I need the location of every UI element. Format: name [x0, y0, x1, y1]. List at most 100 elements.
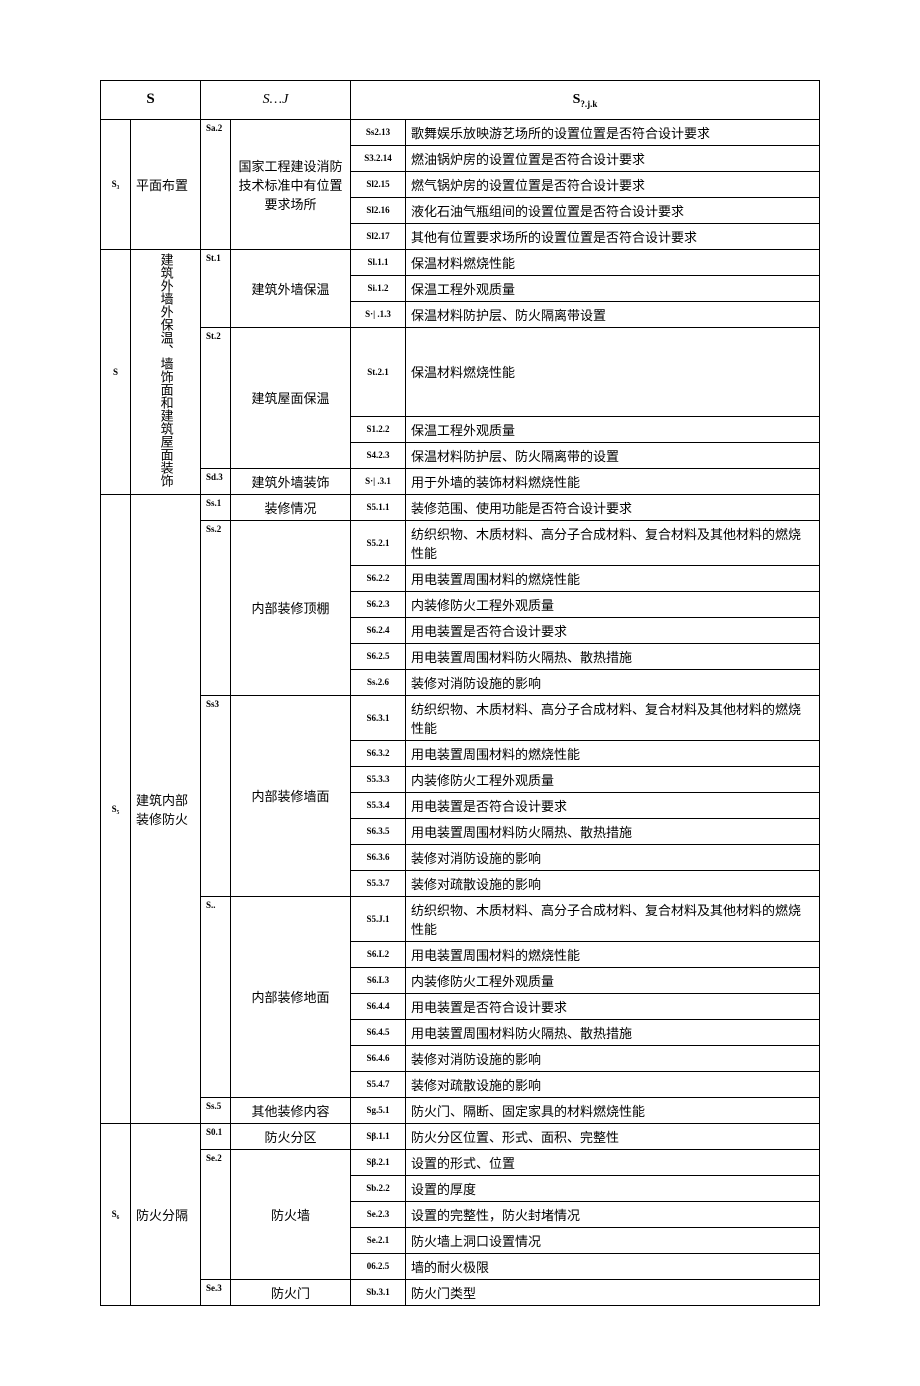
sj-id: Ss.1 — [201, 494, 231, 520]
sjk-id: S5.3.7 — [351, 870, 406, 896]
sj-name: 防火分区 — [231, 1123, 351, 1149]
sjk-name: 其他有位置要求场所的设置位置是否符合设计要求 — [406, 223, 820, 249]
sj-id: Se.3 — [201, 1279, 231, 1305]
sjk-id: S6.2.3 — [351, 591, 406, 617]
sjk-name: 防火门、隔断、固定家具的材料燃烧性能 — [406, 1097, 820, 1123]
sjk-id: S6.3.6 — [351, 844, 406, 870]
sjk-name: 内装修防火工程外观质量 — [406, 591, 820, 617]
sjk-id: S6.2.2 — [351, 565, 406, 591]
sj-name: 内部装修顶棚 — [231, 520, 351, 695]
sjk-name: 用电装置周围材料的燃烧性能 — [406, 941, 820, 967]
sjk-name: 用电装置周围材料防火隔热、散热措施 — [406, 1019, 820, 1045]
sjk-name: 设置的形式、位置 — [406, 1149, 820, 1175]
sjk-id: S5.3.4 — [351, 792, 406, 818]
sjk-name: 歌舞娱乐放映游艺场所的设置位置是否符合设计要求 — [406, 119, 820, 145]
sj-name: 防火墙 — [231, 1149, 351, 1279]
sj-name: 建筑屋面保温 — [231, 327, 351, 468]
sjk-id: S6.L2 — [351, 941, 406, 967]
sjk-id: S5.3.3 — [351, 766, 406, 792]
sjk-id: S6.L3 — [351, 967, 406, 993]
s-name: 建筑内部装修防火 — [131, 494, 201, 1123]
table-row: Ss.2内部装修顶棚S5.2.1纺织织物、木质材料、高分子合成材料、复合材料及其… — [101, 520, 820, 565]
sjk-id: S6.3.1 — [351, 695, 406, 740]
table-row: Ss.5其他装修内容Sg.5.1防火门、隔断、固定家具的材料燃烧性能 — [101, 1097, 820, 1123]
sjk-id: Ss.2.6 — [351, 669, 406, 695]
sjk-id: S3.2.14 — [351, 145, 406, 171]
sjk-name: 保温材料防护层、防火隔离带设置 — [406, 301, 820, 327]
sj-id: Sd.3 — [201, 468, 231, 494]
sjk-id: S6.3.2 — [351, 740, 406, 766]
sjk-name: 设置的完整性，防火封堵情况 — [406, 1201, 820, 1227]
sjk-id: S6.2.4 — [351, 617, 406, 643]
sjk-name: 纺织织物、木质材料、高分子合成材料、复合材料及其他材料的燃烧性能 — [406, 695, 820, 740]
sjk-name: 保温材料防护层、防火隔离带的设置 — [406, 442, 820, 468]
sjk-name: 防火门类型 — [406, 1279, 820, 1305]
sjk-name: 装修对消防设施的影响 — [406, 1045, 820, 1071]
sjk-name: 保温工程外观质量 — [406, 275, 820, 301]
sjk-name: 装修对疏散设施的影响 — [406, 870, 820, 896]
table-row: S建筑外墙外保温、墙饰面和建筑屋面装饰St.1建筑外墙保温Sl.1.1保温材料燃… — [101, 249, 820, 275]
table-row: Se.3防火门Sb.3.1防火门类型 — [101, 1279, 820, 1305]
sjk-id: Sl.1.1 — [351, 249, 406, 275]
sjk-id: Sg.5.1 — [351, 1097, 406, 1123]
sjk-id: S6.4.5 — [351, 1019, 406, 1045]
sj-name: 建筑外墙保温 — [231, 249, 351, 327]
sjk-name: 纺织织物、木质材料、高分子合成材料、复合材料及其他材料的燃烧性能 — [406, 520, 820, 565]
sj-name: 国家工程建设消防技术标准中有位置要求场所 — [231, 119, 351, 249]
table-row: St.2建筑屋面保温St.2.1保温材料燃烧性能 — [101, 327, 820, 416]
sjk-name: 装修对消防设施的影响 — [406, 844, 820, 870]
sj-name: 建筑外墙装饰 — [231, 468, 351, 494]
sjk-id: St.2.1 — [351, 327, 406, 416]
sjk-name: 设置的厚度 — [406, 1175, 820, 1201]
sjk-name: 墙的耐火极限 — [406, 1253, 820, 1279]
sjk-name: 燃油锅炉房的设置位置是否符合设计要求 — [406, 145, 820, 171]
sjk-id: Se.2.1 — [351, 1227, 406, 1253]
sjk-id: S5.1.1 — [351, 494, 406, 520]
sj-id: Ss.5 — [201, 1097, 231, 1123]
sj-name: 内部装修墙面 — [231, 695, 351, 896]
table-row: Sd.3建筑外墙装饰S·| .3.1用于外墙的装饰材料燃烧性能 — [101, 468, 820, 494]
sj-name: 防火门 — [231, 1279, 351, 1305]
sjk-id: Sl2.17 — [351, 223, 406, 249]
sjk-name: 内装修防火工程外观质量 — [406, 967, 820, 993]
sjk-name: 用电装置是否符合设计要求 — [406, 792, 820, 818]
sj-id: Ss3 — [201, 695, 231, 896]
sjk-id: S·| .3.1 — [351, 468, 406, 494]
sjk-name: 保温材料燃烧性能 — [406, 327, 820, 416]
table-row: S..内部装修地面S5.J.1纺织织物、木质材料、高分子合成材料、复合材料及其他… — [101, 896, 820, 941]
table-row: S₅建筑内部装修防火Ss.1装修情况S5.1.1装修范围、使用功能是否符合设计要… — [101, 494, 820, 520]
sjk-id: Se.2.3 — [351, 1201, 406, 1227]
sjk-name: 用电装置是否符合设计要求 — [406, 993, 820, 1019]
sjk-id: S6.2.5 — [351, 643, 406, 669]
spec-table: S S…J S?.j.k S₃平面布置Sa.2国家工程建设消防技术标准中有位置要… — [100, 80, 820, 1306]
s-id: S — [101, 249, 131, 494]
sjk-name: 装修对消防设施的影响 — [406, 669, 820, 695]
sjk-id: Sb.2.2 — [351, 1175, 406, 1201]
sjk-name: 纺织织物、木质材料、高分子合成材料、复合材料及其他材料的燃烧性能 — [406, 896, 820, 941]
table-row: Ss3内部装修墙面S6.3.1纺织织物、木质材料、高分子合成材料、复合材料及其他… — [101, 695, 820, 740]
s-id: S₃ — [101, 119, 131, 249]
sjk-id: S6.4.6 — [351, 1045, 406, 1071]
sj-name: 其他装修内容 — [231, 1097, 351, 1123]
sjk-name: 装修范围、使用功能是否符合设计要求 — [406, 494, 820, 520]
header-row: S S…J S?.j.k — [101, 81, 820, 120]
sj-name: 装修情况 — [231, 494, 351, 520]
sjk-id: S6.4.4 — [351, 993, 406, 1019]
sjk-id: Sβ.1.1 — [351, 1123, 406, 1149]
sjk-name: 保温工程外观质量 — [406, 416, 820, 442]
sj-id: Ss.2 — [201, 520, 231, 695]
header-sjk: S?.j.k — [351, 81, 820, 120]
sj-id: Se.2 — [201, 1149, 231, 1279]
sjk-id: Sl2.15 — [351, 171, 406, 197]
header-s: S — [101, 81, 201, 120]
sjk-name: 用电装置周围材料防火隔热、散热措施 — [406, 818, 820, 844]
sjk-name: 用电装置周围材料的燃烧性能 — [406, 565, 820, 591]
table-row: Se.2防火墙Sβ.2.1设置的形式、位置 — [101, 1149, 820, 1175]
header-sj: S…J — [201, 81, 351, 120]
sj-id: St.1 — [201, 249, 231, 327]
sj-id: S.. — [201, 896, 231, 1097]
sjk-id: Sβ.2.1 — [351, 1149, 406, 1175]
sjk-id: S5.J.1 — [351, 896, 406, 941]
table-row: S₆防火分隔S0.1防火分区Sβ.1.1防火分区位置、形式、面积、完整性 — [101, 1123, 820, 1149]
sjk-id: Si.1.2 — [351, 275, 406, 301]
